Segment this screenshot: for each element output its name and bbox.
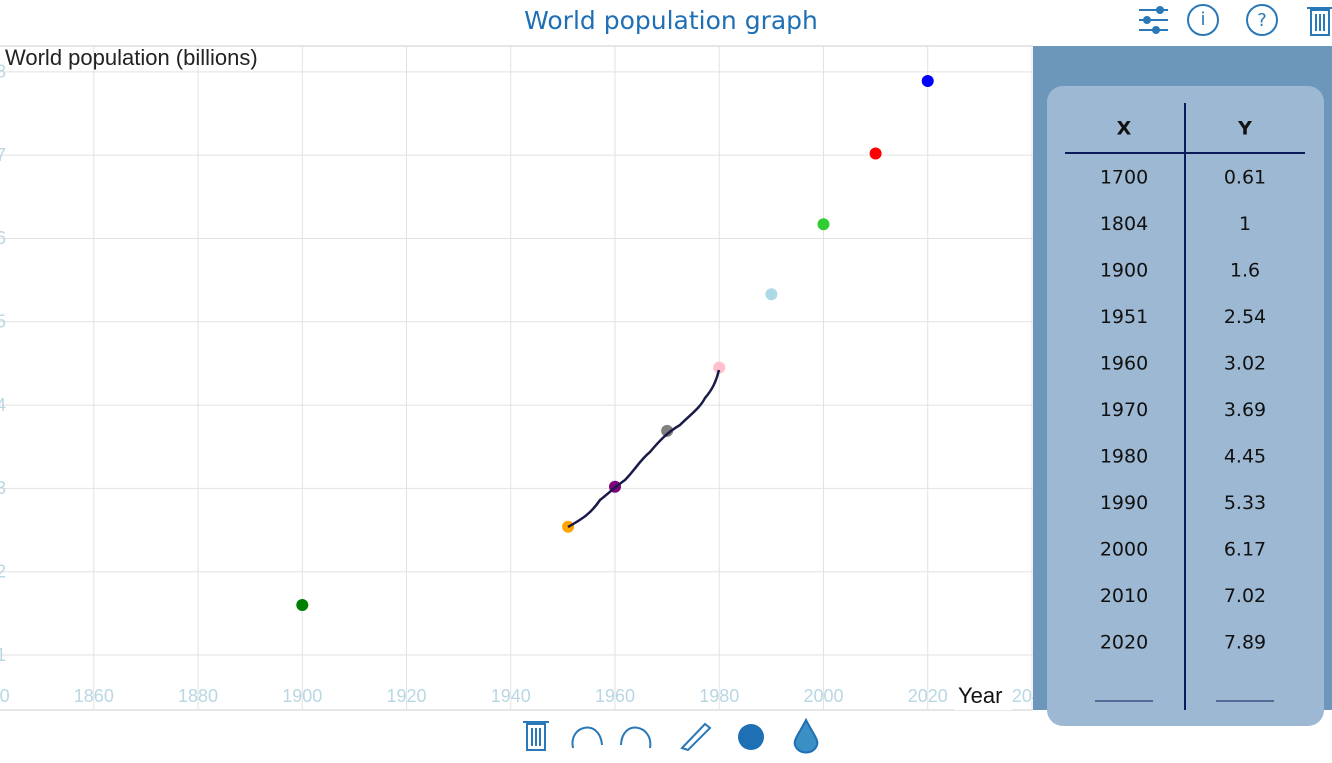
x-tick-label: 1860	[74, 686, 114, 706]
x-tick-label: 1840	[0, 686, 10, 706]
y-tick-label: 5	[0, 312, 6, 332]
y-axis-title: World population (billions)	[5, 45, 258, 70]
y-tick-label: 7	[0, 145, 6, 165]
y-tick-label: 1	[0, 645, 6, 665]
point	[661, 424, 674, 437]
x-tick-label: 1940	[491, 686, 531, 706]
settings-button[interactable]	[1139, 6, 1168, 34]
table-cell: 5.33	[1224, 492, 1266, 514]
x-tick-label: 2020	[908, 686, 948, 706]
table-cell: 1700	[1100, 167, 1148, 189]
table-cell: 1951	[1100, 306, 1148, 328]
table-cell: 1	[1239, 213, 1251, 235]
point	[921, 74, 934, 87]
table-cell: 2.54	[1224, 306, 1266, 328]
table-cell: 3.69	[1224, 399, 1266, 421]
table-cell: 1.6	[1230, 260, 1260, 282]
table-cell: 1980	[1100, 446, 1148, 468]
plot: 1840 1860 1880 1900 1920 1940 1960 1980 2000 2020…	[0, 46, 1052, 710]
table-cell: 7.02	[1224, 585, 1266, 607]
table-cell: 2010	[1100, 585, 1148, 607]
y-tick-label: 8	[0, 62, 6, 82]
svg-text:i: i	[1200, 9, 1205, 30]
table-cell: 1804	[1100, 213, 1148, 235]
y-tick-label: 6	[0, 228, 6, 248]
x-tick-label: 1920	[387, 686, 427, 706]
brush-button[interactable]	[680, 722, 712, 752]
x-tick-label: 1980	[699, 686, 739, 706]
point	[817, 218, 830, 231]
undo-button[interactable]	[571, 726, 603, 749]
table-cell: 2020	[1100, 632, 1148, 654]
table-cell: 3.02	[1224, 353, 1266, 375]
delete-button[interactable]	[523, 721, 549, 751]
table-cell: 6.17	[1224, 539, 1266, 561]
point	[296, 599, 309, 612]
x-tick-label: 1960	[595, 686, 635, 706]
top-toolbar: i ?	[1139, 4, 1332, 36]
y-tick-label: 2	[0, 561, 6, 581]
table-cell: 1960	[1100, 353, 1148, 375]
x-tick-label: 2000	[803, 686, 843, 706]
point	[765, 288, 778, 301]
bottom-toolbar	[523, 717, 819, 754]
page-title: World population graph	[524, 6, 818, 35]
info-button[interactable]: i	[1187, 4, 1219, 36]
y-tick-label: 3	[0, 478, 6, 498]
table-cell: 0.61	[1224, 167, 1266, 189]
table-cell: 7.89	[1224, 632, 1266, 654]
column-header: X	[1117, 118, 1132, 140]
svg-text:?: ?	[1257, 10, 1267, 31]
help-button[interactable]: ?	[1246, 4, 1278, 36]
table-cell: 4.45	[1224, 446, 1266, 468]
point	[713, 361, 726, 374]
x-axis-title: Year	[958, 683, 1002, 708]
freehand-stroke	[567, 369, 721, 529]
color-button[interactable]	[738, 724, 764, 750]
x-tick-label: 1900	[282, 686, 322, 706]
table-cell: 2000	[1100, 539, 1148, 561]
delete-all-button[interactable]	[1307, 7, 1332, 36]
column-header: Y	[1237, 118, 1252, 140]
table-cell: 1970	[1100, 399, 1148, 421]
point	[869, 147, 882, 160]
x-tick-label: 1880	[178, 686, 218, 706]
x-tick-label: 2040	[1012, 686, 1052, 706]
x-axis-title-bg	[954, 682, 1012, 710]
redo-button[interactable]	[620, 726, 652, 749]
table-cell: 1900	[1100, 260, 1148, 282]
opacity-button[interactable]	[793, 717, 819, 754]
table-cell: 1990	[1100, 492, 1148, 514]
y-tick-label: 4	[0, 395, 6, 415]
